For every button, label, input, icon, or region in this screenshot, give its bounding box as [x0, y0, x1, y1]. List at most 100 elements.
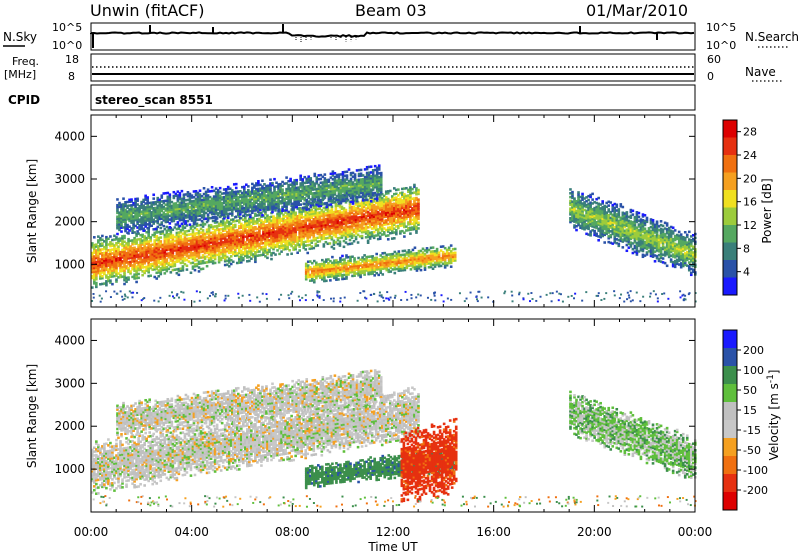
data-cell — [197, 252, 201, 256]
data-cell — [233, 229, 237, 232]
data-cell — [378, 235, 382, 239]
data-cell — [322, 233, 326, 237]
data-cell — [133, 252, 136, 255]
data-cell — [352, 215, 356, 218]
data-cell — [272, 232, 275, 236]
data-cell — [250, 234, 253, 237]
data-cell — [105, 276, 108, 279]
data-cell — [113, 269, 116, 272]
data-cell — [235, 254, 239, 257]
data-cell — [284, 226, 287, 230]
data-cell — [369, 165, 373, 168]
data-cell — [380, 204, 384, 208]
data-cell — [364, 228, 368, 231]
data-cell — [360, 204, 364, 207]
data-cell — [239, 253, 243, 256]
data-cell — [390, 223, 394, 227]
data-cell — [189, 233, 193, 236]
data-cell — [109, 279, 112, 282]
data-cell — [213, 230, 217, 234]
data-cell — [116, 209, 119, 213]
data-cell — [399, 214, 402, 218]
data-cell — [132, 221, 135, 224]
data-cell — [119, 252, 122, 256]
data-cell — [344, 216, 348, 219]
data-cell — [167, 242, 171, 246]
data-cell — [386, 226, 390, 230]
data-cell — [256, 242, 259, 246]
data-cell — [390, 208, 394, 212]
data-cell — [276, 212, 279, 216]
data-cell — [205, 264, 209, 268]
data-cell — [407, 223, 410, 226]
data-cell — [126, 212, 129, 215]
data-cell — [413, 224, 416, 227]
data-cell — [300, 223, 303, 227]
data-cell — [360, 219, 364, 222]
data-cell — [128, 219, 131, 223]
data-cell — [288, 216, 291, 219]
data-cell — [382, 231, 386, 234]
data-cell — [342, 232, 346, 235]
data-cell — [258, 254, 261, 257]
data-cell — [195, 224, 199, 227]
data-cell — [366, 226, 370, 229]
data-cell — [183, 262, 187, 266]
data-cell — [203, 257, 207, 261]
data-cell — [312, 219, 316, 223]
data-cell — [302, 221, 306, 225]
data-cell — [127, 266, 130, 270]
data-cell — [103, 268, 106, 272]
data-cell — [115, 268, 118, 272]
data-cell — [353, 173, 357, 176]
data-cell — [284, 240, 287, 243]
data-cell — [362, 217, 366, 220]
data-cell — [296, 216, 299, 220]
data-cell — [256, 233, 259, 236]
data-cell — [109, 271, 112, 275]
data-cell — [175, 247, 179, 250]
data-cell — [177, 235, 181, 238]
data-cell — [207, 258, 211, 262]
data-cell — [171, 243, 175, 247]
data-cell — [330, 230, 334, 233]
data-cell — [246, 242, 249, 246]
data-cell — [165, 265, 169, 269]
data-cell — [123, 271, 126, 274]
data-cell — [215, 249, 219, 253]
data-cell — [149, 259, 152, 262]
data-cell — [127, 262, 130, 266]
data-cell — [298, 231, 301, 235]
data-cell — [290, 242, 293, 246]
data-cell — [225, 219, 229, 222]
data-cell — [338, 232, 342, 236]
data-cell — [198, 189, 202, 192]
data-cell — [201, 221, 205, 224]
data-cell — [121, 261, 124, 265]
data-cell — [356, 208, 360, 212]
data-cell — [370, 202, 374, 205]
data-cell — [320, 233, 324, 237]
data-cell — [233, 219, 237, 223]
data-cell — [187, 254, 191, 258]
data-cell — [401, 216, 404, 219]
data-cell — [137, 243, 140, 247]
data-cell — [133, 250, 136, 253]
data-cell — [185, 251, 189, 254]
data-cell — [93, 249, 96, 253]
data-cell — [120, 205, 123, 208]
data-cell — [366, 220, 370, 223]
data-cell — [326, 209, 330, 213]
data-cell — [123, 246, 126, 249]
data-cell — [386, 222, 390, 226]
data-cell — [278, 227, 281, 231]
data-cell — [139, 256, 142, 260]
data-cell — [150, 224, 154, 228]
data-cell — [117, 276, 120, 279]
data-cell — [195, 241, 199, 245]
data-cell — [345, 174, 349, 177]
data-cell — [115, 274, 118, 278]
data-cell — [227, 236, 231, 239]
data-cell — [161, 257, 165, 260]
data-cell — [113, 271, 116, 274]
